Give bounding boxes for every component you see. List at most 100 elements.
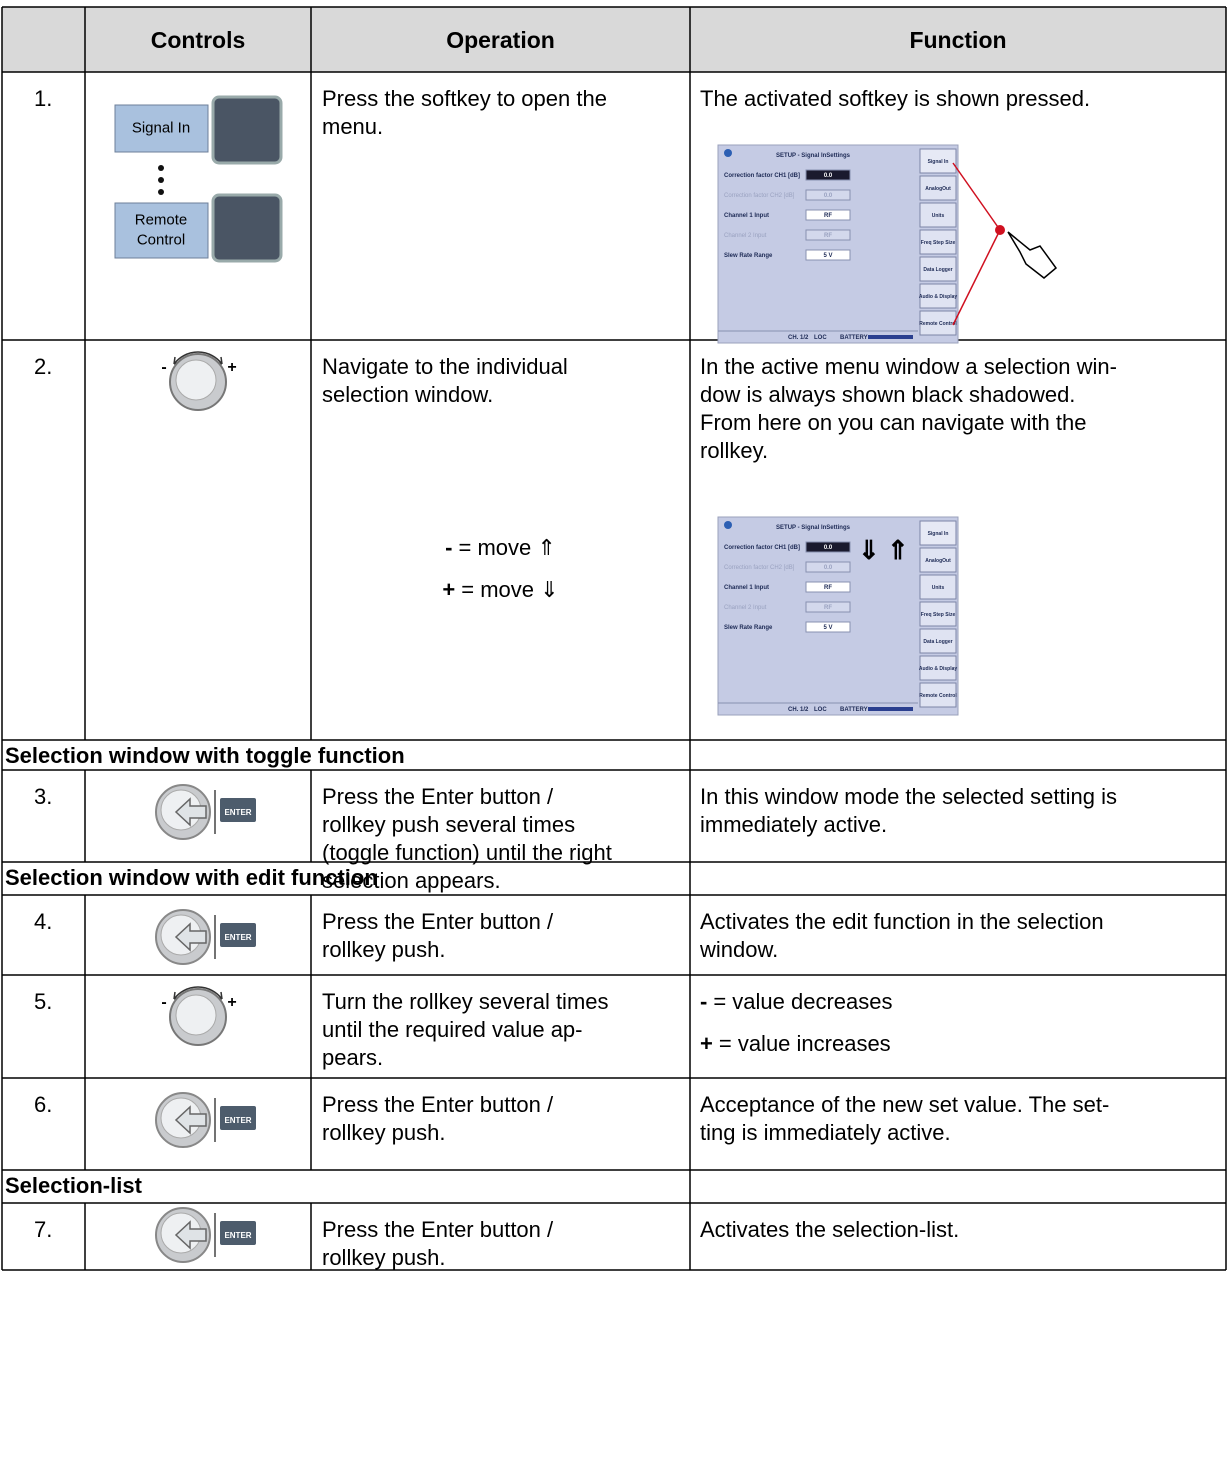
screen-softkey: [919, 148, 957, 174]
screen-softkey: [919, 175, 957, 201]
sign: +: [700, 1031, 713, 1056]
row-number: 7.: [34, 1217, 52, 1242]
operation-text: Navigate to the individual: [322, 354, 568, 379]
column-header: Controls: [151, 27, 246, 53]
operation-text: rollkey push.: [322, 1245, 446, 1270]
pointer-line: [952, 229, 1001, 326]
row-number: 4.: [34, 909, 52, 934]
status-text: LOC: [814, 335, 827, 341]
text: = value decreases: [713, 989, 892, 1014]
field-value: RF: [824, 213, 832, 219]
function-text: Activates the edit function in the selec…: [700, 909, 1104, 934]
row-number: 5.: [34, 989, 52, 1014]
operation-text: until the required value ap-: [322, 1017, 583, 1042]
field-box: [805, 169, 851, 181]
knob-arc: [173, 351, 223, 365]
battery-bar: [868, 707, 913, 711]
field-value: RF: [824, 605, 832, 611]
operation-text: rollkey push several times: [322, 812, 575, 837]
move-hint: + = move ⇓: [442, 577, 558, 602]
ellipsis-dot: [158, 177, 164, 183]
field-label: Correction factor CH2 [dB]: [724, 193, 795, 199]
status-text: BATTERY: [840, 335, 868, 341]
function-text: The activated softkey is shown pressed.: [700, 86, 1090, 111]
pointing-hand: [1007, 231, 1058, 279]
row-number: 2.: [34, 354, 52, 379]
screen-softkey-label: Data Logger: [923, 267, 952, 273]
enter-label: ENTER: [224, 933, 251, 942]
field-box: [805, 541, 851, 553]
screen-softkey-label: Units: [932, 213, 945, 219]
screen-softkey-label: Signal In: [928, 159, 949, 165]
knob-plus: +: [227, 359, 236, 376]
field-value: RF: [824, 585, 832, 591]
field-value: 5 V: [823, 625, 832, 631]
operation-text: Press the Enter button /: [322, 784, 554, 809]
operation-text: rollkey push.: [322, 1120, 446, 1145]
enter-key: [220, 1106, 256, 1130]
function-text: In this window mode the selected setting…: [700, 784, 1117, 809]
screen-softkey-label: Freq Step Size: [921, 612, 956, 618]
field-label: Correction factor CH2 [dB]: [724, 565, 795, 571]
function-text: In the active menu window a selection wi…: [700, 354, 1117, 379]
field-label: Correction factor CH1 [dB]: [724, 173, 800, 179]
status-text: LOC: [814, 707, 827, 713]
softkey-button: [211, 193, 283, 263]
function-text: From here on you can navigate with the: [700, 410, 1086, 435]
screen-softkey: [919, 574, 957, 600]
push-arrow: [174, 1220, 207, 1250]
pointer-line: [952, 162, 1001, 231]
field-label: Correction factor CH1 [dB]: [724, 545, 800, 551]
screen-softkey-label: Units: [932, 585, 945, 591]
field-label: Channel 2 Input: [724, 605, 767, 611]
field-box: [805, 621, 851, 633]
screen-softkey-label: Data Logger: [923, 639, 952, 645]
function-text: Activates the selection-list.: [700, 1217, 959, 1242]
field-value: 0.0: [824, 193, 833, 199]
field-box: [805, 561, 851, 573]
pointer-dot: [995, 225, 1005, 235]
screen-softkey: [919, 547, 957, 573]
section-title: Selection window with edit function: [5, 865, 378, 890]
section-title: Selection-list: [5, 1173, 143, 1198]
screen-softkey: [919, 229, 957, 255]
screen-softkey-label: Remote Control: [919, 693, 957, 699]
field-value: 0.0: [824, 545, 833, 551]
enter-label: ENTER: [224, 808, 251, 817]
row-number: 1.: [34, 86, 52, 111]
operation-text: rollkey push.: [322, 937, 446, 962]
softkey-text: Signal In: [132, 119, 190, 136]
softkey-text: Control: [137, 231, 185, 248]
move-hint: - = move ⇑: [445, 535, 556, 560]
text: = move ⇑: [459, 535, 556, 560]
screen-softkey-label: AnalogOut: [925, 558, 951, 564]
screen-softkey: [919, 520, 957, 546]
status-text: BATTERY: [840, 707, 868, 713]
knob-minus: -: [161, 994, 166, 1011]
field-value: 0.0: [824, 565, 833, 571]
row-number: 6.: [34, 1092, 52, 1117]
sign: +: [442, 577, 455, 602]
screen-softkey: [919, 682, 957, 708]
operation-text: menu.: [322, 114, 383, 139]
screen-softkey-label: AnalogOut: [925, 186, 951, 192]
header-background: [2, 7, 1226, 72]
field-box: [805, 249, 851, 261]
field-box: [805, 229, 851, 241]
softkey-label: [114, 104, 209, 153]
field-box: [805, 601, 851, 613]
function-text: window.: [699, 937, 778, 962]
status-text: CH. 1/2: [788, 335, 809, 341]
section-title: Selection window with toggle function: [5, 743, 405, 768]
field-value: 0.0: [824, 173, 833, 179]
operation-text: pears.: [322, 1045, 383, 1070]
text: = move ⇓: [461, 577, 558, 602]
screen-softkey-label: Audio & Display: [919, 294, 958, 300]
knob-minus: -: [161, 359, 166, 376]
screen-logo: [724, 521, 732, 529]
screen-softkey: [919, 283, 957, 309]
screen-softkey: [919, 310, 957, 336]
function-hint: - = value decreases: [700, 989, 893, 1014]
field-label: Slew Rate Range: [724, 253, 773, 259]
